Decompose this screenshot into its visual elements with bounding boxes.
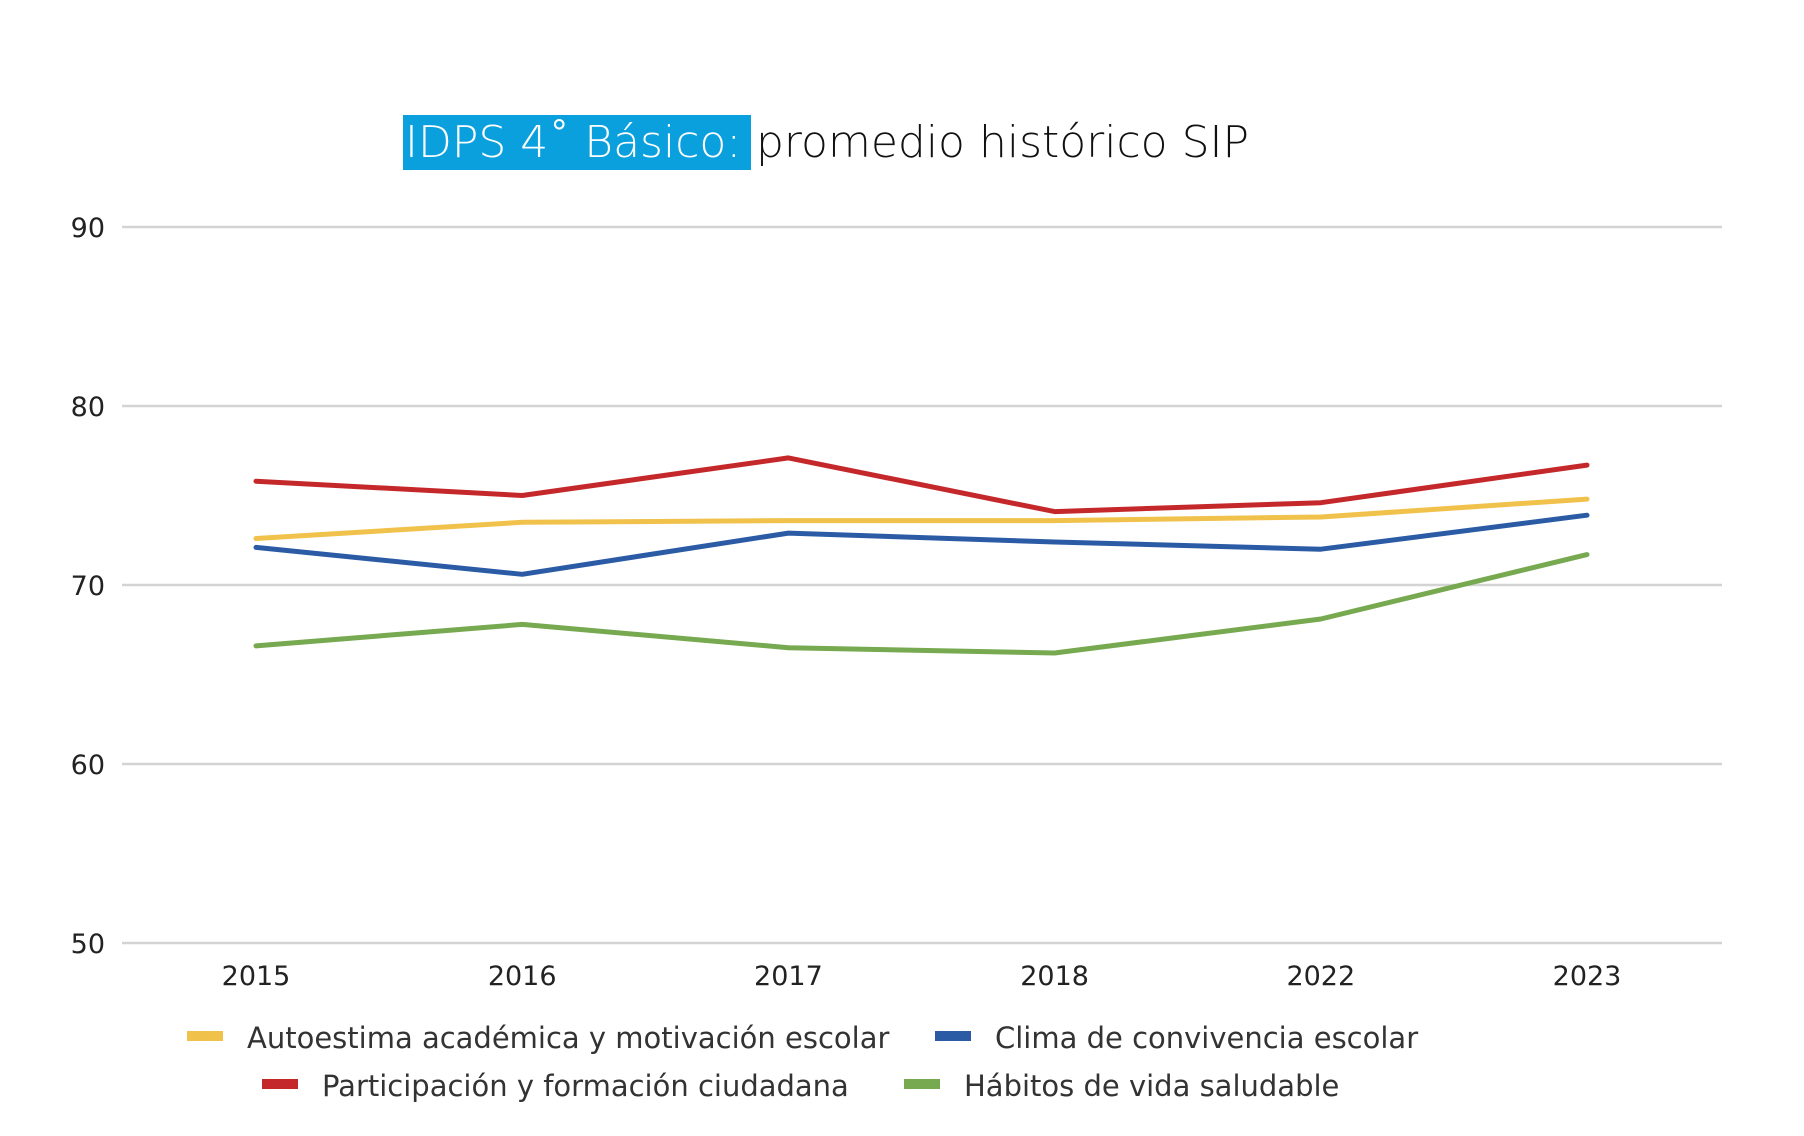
series-line [253,496,1590,541]
legend-swatch [904,1079,940,1089]
y-tick-label: 90 [71,213,105,244]
y-axis-ticks: 50 60 70 80 90 [71,213,105,960]
legend-swatch [935,1031,971,1041]
x-tick-label: 2022 [1286,961,1355,992]
legend-swatch [187,1031,223,1041]
x-axis-ticks: 2015 2016 2017 2018 2022 2023 [222,961,1622,992]
y-tick-label: 50 [71,929,105,960]
series-lines [253,455,1590,656]
legend-label: Participación y formación ciudadana [322,1069,849,1103]
series-line [253,455,1590,515]
series-line [253,512,1590,577]
legend-label: Autoestima académica y motivación escola… [247,1021,889,1055]
x-tick-label: 2017 [754,961,823,992]
x-tick-label: 2015 [222,961,291,992]
title-highlight-text: IDPS 4˚ Básico: [405,117,741,168]
title-highlight-box [403,115,751,170]
x-tick-label: 2018 [1020,961,1089,992]
series-line [253,552,1590,656]
legend-label: Clima de convivencia escolar [995,1021,1418,1055]
y-tick-label: 70 [71,571,105,602]
x-tick-label: 2016 [488,961,557,992]
grid-lines [122,225,1722,945]
legend: Autoestima académica y motivación escola… [187,1021,1418,1103]
y-tick-label: 80 [71,392,105,423]
legend-swatch [262,1079,298,1089]
chart-title: IDPS 4˚ Básico: promedio histórico SIP [403,115,1249,170]
legend-label: Hábitos de vida saludable [964,1069,1339,1103]
y-tick-label: 60 [71,750,105,781]
title-rest-text: promedio histórico SIP [756,117,1249,168]
x-tick-label: 2023 [1553,961,1622,992]
